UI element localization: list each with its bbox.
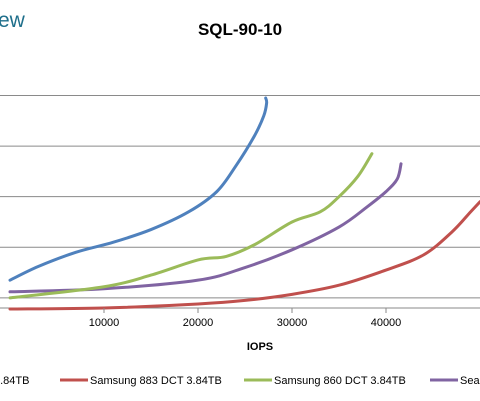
gridlines [0, 94, 480, 299]
x-tick-label-2: 30000 [277, 317, 308, 329]
legend: 3.84TB Samsung 883 DCT 3.84TB Samsung 860 … [0, 375, 480, 387]
series-line-3 [8, 162, 403, 294]
series-line-0 [8, 96, 269, 282]
x-tick-label-1: 20000 [183, 317, 214, 329]
brand-logo-fragment: ew [0, 9, 26, 32]
series-line-1 [8, 200, 480, 311]
x-axis-ticks: 10000 20000 30000 40000 [89, 308, 402, 329]
series-line-2 [8, 152, 374, 300]
legend-label-1: Samsung 883 DCT 3.84TB [90, 375, 222, 387]
x-tick-label-0: 10000 [89, 317, 120, 329]
x-tick-label-3: 40000 [371, 317, 402, 329]
series-lines [8, 96, 480, 311]
legend-label-0: 3.84TB [0, 375, 29, 387]
x-axis-label: IOPS [247, 341, 273, 353]
legend-label-2: Samsung 860 DCT 3.84TB [274, 375, 406, 387]
chart-title: SQL-90-10 [198, 20, 282, 39]
legend-label-3: Seag [460, 375, 480, 387]
